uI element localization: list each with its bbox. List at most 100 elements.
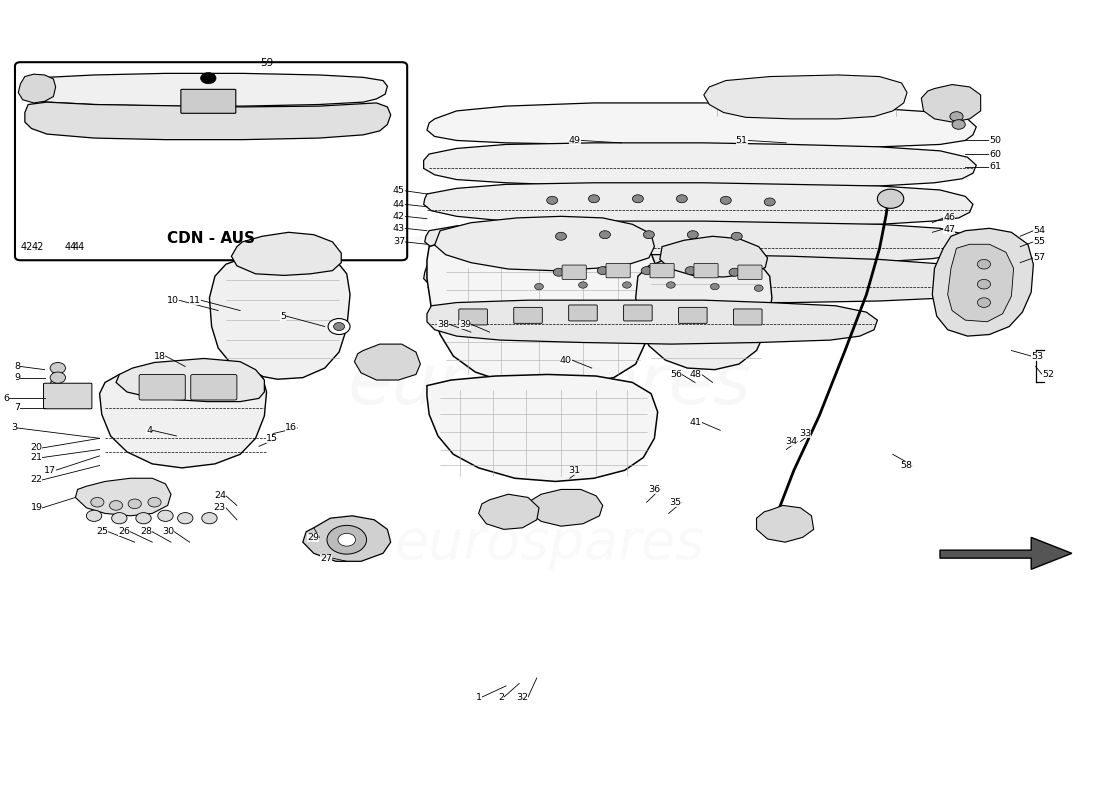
- Circle shape: [667, 282, 675, 288]
- Text: 54: 54: [1033, 226, 1045, 235]
- Text: 45: 45: [393, 186, 405, 195]
- Circle shape: [579, 282, 587, 288]
- Text: 50: 50: [989, 136, 1001, 145]
- Polygon shape: [757, 506, 814, 542]
- FancyBboxPatch shape: [190, 374, 236, 400]
- Text: 25: 25: [97, 527, 109, 536]
- Text: 53: 53: [1031, 351, 1043, 361]
- Text: 4: 4: [146, 426, 152, 435]
- Text: 23: 23: [213, 503, 226, 512]
- Text: 43: 43: [393, 224, 405, 233]
- Text: 61: 61: [989, 162, 1001, 171]
- Circle shape: [112, 513, 126, 524]
- Circle shape: [764, 198, 776, 206]
- Text: 27: 27: [320, 554, 332, 562]
- Text: 29: 29: [307, 533, 319, 542]
- Text: 18: 18: [154, 351, 165, 361]
- Polygon shape: [922, 85, 981, 122]
- Polygon shape: [948, 244, 1013, 322]
- Text: 40: 40: [560, 355, 572, 365]
- Circle shape: [600, 230, 610, 238]
- Circle shape: [978, 279, 990, 289]
- Text: 22: 22: [31, 475, 43, 484]
- Text: 39: 39: [459, 320, 471, 329]
- Circle shape: [978, 259, 990, 269]
- Circle shape: [547, 196, 558, 204]
- Circle shape: [597, 266, 608, 274]
- Text: 35: 35: [670, 498, 682, 506]
- FancyBboxPatch shape: [679, 307, 707, 323]
- Circle shape: [676, 194, 688, 202]
- Text: 20: 20: [31, 443, 43, 453]
- Circle shape: [91, 498, 104, 507]
- Text: 7: 7: [14, 403, 21, 413]
- Circle shape: [200, 73, 216, 84]
- Circle shape: [644, 230, 654, 238]
- Circle shape: [51, 372, 66, 383]
- Polygon shape: [354, 344, 420, 380]
- Circle shape: [157, 510, 173, 522]
- Text: 46: 46: [944, 214, 955, 222]
- Circle shape: [685, 266, 696, 274]
- FancyBboxPatch shape: [734, 309, 762, 325]
- Polygon shape: [427, 374, 658, 482]
- Polygon shape: [302, 516, 390, 562]
- Text: 37: 37: [393, 238, 405, 246]
- Text: 42: 42: [21, 242, 33, 252]
- Circle shape: [201, 513, 217, 524]
- Text: 58: 58: [901, 461, 913, 470]
- Text: 3: 3: [11, 423, 18, 433]
- Circle shape: [147, 498, 161, 507]
- Text: 55: 55: [1033, 238, 1045, 246]
- Text: 44: 44: [73, 242, 85, 252]
- Polygon shape: [424, 254, 974, 302]
- Circle shape: [878, 189, 904, 208]
- Text: 49: 49: [569, 136, 581, 145]
- Text: 32: 32: [516, 693, 528, 702]
- Text: 42: 42: [393, 212, 405, 221]
- Text: 30: 30: [162, 527, 174, 536]
- Text: 15: 15: [265, 434, 277, 443]
- FancyBboxPatch shape: [624, 305, 652, 321]
- Circle shape: [953, 120, 966, 130]
- Text: 10: 10: [167, 296, 178, 305]
- Polygon shape: [933, 228, 1033, 336]
- Polygon shape: [940, 538, 1071, 570]
- Text: 9: 9: [14, 373, 21, 382]
- Circle shape: [720, 196, 732, 204]
- Circle shape: [177, 513, 192, 524]
- FancyBboxPatch shape: [606, 263, 630, 278]
- Polygon shape: [116, 358, 264, 402]
- Text: 16: 16: [285, 423, 297, 433]
- Polygon shape: [660, 236, 768, 277]
- FancyBboxPatch shape: [694, 263, 718, 278]
- Polygon shape: [19, 74, 56, 103]
- Polygon shape: [231, 232, 341, 275]
- Circle shape: [755, 285, 763, 291]
- Text: 57: 57: [1033, 254, 1045, 262]
- Text: 19: 19: [31, 503, 43, 512]
- Text: eurospares: eurospares: [395, 518, 705, 570]
- Polygon shape: [425, 221, 972, 262]
- Circle shape: [556, 232, 566, 240]
- Text: 2: 2: [498, 693, 504, 702]
- Circle shape: [87, 510, 102, 522]
- Text: 8: 8: [14, 362, 21, 371]
- Text: 41: 41: [690, 418, 702, 427]
- Circle shape: [711, 283, 719, 290]
- Text: 21: 21: [31, 453, 43, 462]
- Polygon shape: [427, 300, 878, 344]
- Text: eurospares: eurospares: [395, 198, 705, 251]
- Circle shape: [978, 298, 990, 307]
- Text: 51: 51: [736, 136, 748, 145]
- FancyBboxPatch shape: [459, 309, 487, 325]
- Circle shape: [632, 194, 644, 202]
- Circle shape: [688, 230, 698, 238]
- Text: 33: 33: [800, 429, 812, 438]
- Text: 52: 52: [1042, 370, 1054, 379]
- Text: 38: 38: [437, 320, 449, 329]
- Polygon shape: [25, 102, 390, 140]
- Text: 31: 31: [569, 466, 581, 474]
- Polygon shape: [76, 478, 170, 516]
- Circle shape: [588, 194, 600, 202]
